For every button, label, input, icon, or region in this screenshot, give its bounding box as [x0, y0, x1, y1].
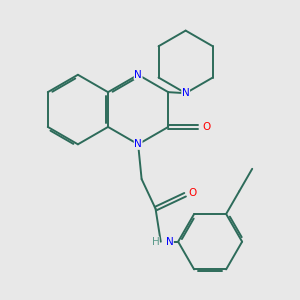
- Text: H: H: [152, 237, 159, 247]
- Text: O: O: [189, 188, 197, 198]
- Text: N: N: [134, 70, 142, 80]
- Text: O: O: [202, 122, 210, 132]
- Text: N: N: [134, 139, 142, 149]
- Text: N: N: [166, 237, 173, 247]
- Text: N: N: [182, 88, 190, 98]
